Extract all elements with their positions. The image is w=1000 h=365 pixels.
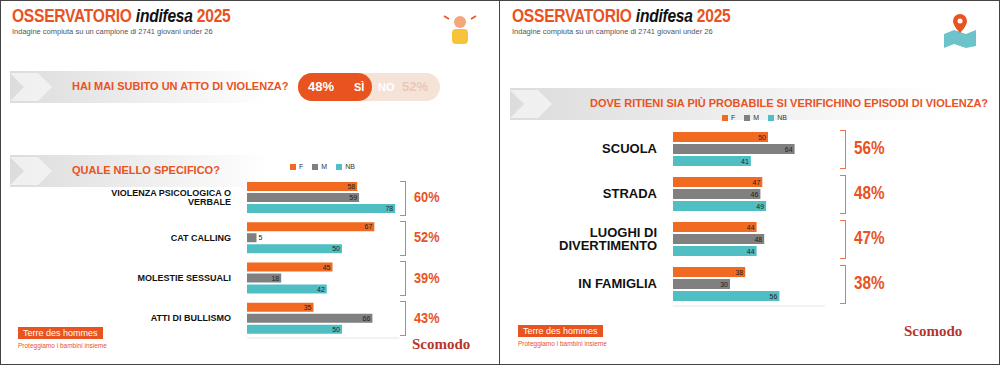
svg-text:44: 44 [747,224,755,231]
html-text:56%: 56% [854,137,885,158]
html-text:M: M [753,114,760,121]
html-text:NO: NO [378,81,395,93]
svg-text:78: 78 [385,205,393,212]
html-text:52%: 52% [414,228,440,246]
svg-text:56: 56 [770,293,778,300]
html-text:Terre des hommes: Terre des hommes [23,328,98,338]
html-text:52%: 52% [402,79,428,94]
svg-text:47: 47 [753,179,761,186]
svg-text:CAT CALLING: CAT CALLING [171,233,231,243]
html-text:Indagine compiuta su un campio: Indagine compiuta su un campione di 2741… [512,27,713,36]
html-text:SÌ: SÌ [354,81,365,93]
svg-text:48: 48 [754,236,762,243]
html-text:38%: 38% [854,272,885,293]
svg-text:45: 45 [323,264,331,271]
svg-text:MOLESTIE SESSUALI: MOLESTIE SESSUALI [137,273,231,283]
svg-text:30: 30 [720,281,728,288]
svg-text:ATTI DI BULLISMO: ATTI DI BULLISMO [151,313,231,323]
html-text:F: F [299,163,304,170]
html-text:NB: NB [345,163,355,170]
svg-text:67: 67 [365,223,373,230]
html-text:48%: 48% [854,182,885,203]
svg-text:50: 50 [332,326,340,333]
html-text:60%: 60% [414,188,440,206]
svg-text:STRADA: STRADA [603,186,658,201]
svg-text:46: 46 [751,191,759,198]
svg-text:49: 49 [756,203,764,210]
html-text:HAI MAI SUBITO UN ATTO DI VIOL: HAI MAI SUBITO UN ATTO DI VIOLENZA? [72,80,289,92]
html-text:OSSERVATORIO indifesa 2025: OSSERVATORIO indifesa 2025 [512,5,731,26]
svg-text:VIOLENZA PSICOLOGICA OVERBALE: VIOLENZA PSICOLOGICA OVERBALE [111,188,231,207]
html-text:F: F [731,114,736,121]
svg-text:66: 66 [363,315,371,322]
html-text:48%: 48% [308,79,334,94]
html-text:Proteggiamo i bambini insieme: Proteggiamo i bambini insieme [18,342,107,349]
html-text:M: M [321,163,328,170]
svg-text:41: 41 [741,158,749,165]
svg-text:59: 59 [349,194,357,201]
html-text:DOVE RITIENI SIA PIÙ PROBABILE: DOVE RITIENI SIA PIÙ PROBABILE SI VERIFI… [590,97,989,109]
svg-text:58: 58 [347,183,355,190]
html-text:Indagine compiuta su un campio: Indagine compiuta su un campione di 2741… [12,27,213,36]
svg-text:LUOGHI DIDIVERTIMENTO: LUOGHI DIDIVERTIMENTO [559,225,657,253]
svg-text:38: 38 [735,269,743,276]
svg-text:42: 42 [317,286,325,293]
svg-text:64: 64 [785,146,793,153]
svg-text:5: 5 [259,234,263,241]
html-text:NB: NB [777,114,787,121]
html-text:Scomodo: Scomodo [904,323,963,339]
html-text:Proteggiamo i bambini insieme: Proteggiamo i bambini insieme [518,340,607,347]
svg-text:18: 18 [271,275,279,282]
svg-text:44: 44 [747,248,755,255]
svg-text:35: 35 [304,304,312,311]
svg-text:50: 50 [332,245,340,252]
html-text:OSSERVATORIO indifesa 2025: OSSERVATORIO indifesa 2025 [12,5,231,26]
html-text:47%: 47% [854,227,885,248]
html-text:39%: 39% [414,268,440,286]
html-text:QUALE NELLO SPECIFICO?: QUALE NELLO SPECIFICO? [72,164,220,176]
html-text:Terre des hommes: Terre des hommes [523,326,598,336]
svg-text:50: 50 [758,134,766,141]
html-text:Scomodo: Scomodo [412,336,471,352]
svg-text:SCUOLA: SCUOLA [602,141,658,156]
svg-text:IN FAMIGLIA: IN FAMIGLIA [578,276,657,291]
html-text:43%: 43% [414,308,440,326]
